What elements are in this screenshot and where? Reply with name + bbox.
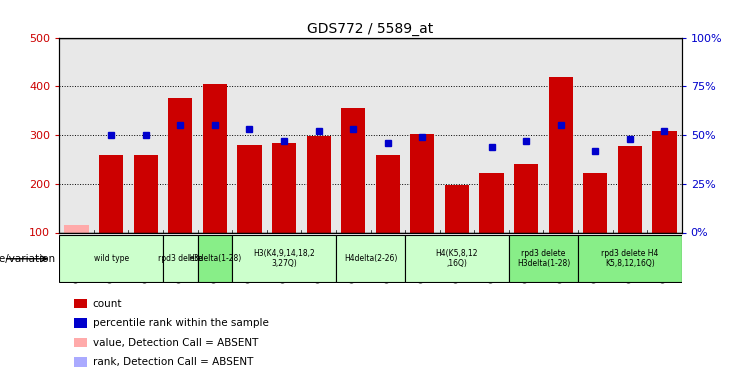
Bar [272,143,296,232]
Bar [341,108,365,232]
Bar [133,156,158,232]
Text: rpd3 delete H4
K5,8,12,16Q): rpd3 delete H4 K5,8,12,16Q) [601,249,659,268]
Text: wild type: wild type [93,254,129,263]
Bar [168,99,193,232]
Bar [445,185,469,232]
Bar [652,131,677,232]
Text: H4delta(2-26): H4delta(2-26) [344,254,397,263]
Text: H3(K4,9,14,18,2
3,27Q): H3(K4,9,14,18,2 3,27Q) [253,249,315,268]
Text: H4(K5,8,12
,16Q): H4(K5,8,12 ,16Q) [436,249,478,268]
Text: rpd3 delete
H3delta(1-28): rpd3 delete H3delta(1-28) [516,249,570,268]
Text: rank, Detection Call = ABSENT: rank, Detection Call = ABSENT [93,357,253,367]
Bar [163,236,198,282]
Bar [548,76,573,232]
Title: GDS772 / 5589_at: GDS772 / 5589_at [308,22,433,36]
Bar [376,156,400,232]
Bar [64,225,89,232]
Text: genotype/variation: genotype/variation [0,254,56,264]
Bar [514,164,538,232]
Text: H3delta(1-28): H3delta(1-28) [188,254,242,263]
Text: value, Detection Call = ABSENT: value, Detection Call = ABSENT [93,338,258,348]
Bar [203,84,227,232]
Bar [232,236,336,282]
Bar [59,236,163,282]
Text: count: count [93,299,122,309]
Bar [336,236,405,282]
Text: rpd3 delete: rpd3 delete [158,254,202,263]
Text: percentile rank within the sample: percentile rank within the sample [93,318,268,328]
Bar [198,236,232,282]
Bar [509,236,578,282]
Bar [411,134,434,232]
Bar [618,146,642,232]
Bar [405,236,509,282]
Bar [583,173,608,232]
Bar [237,145,262,232]
Bar [479,173,504,232]
Bar [99,156,123,232]
Bar [307,136,330,232]
Bar [578,236,682,282]
